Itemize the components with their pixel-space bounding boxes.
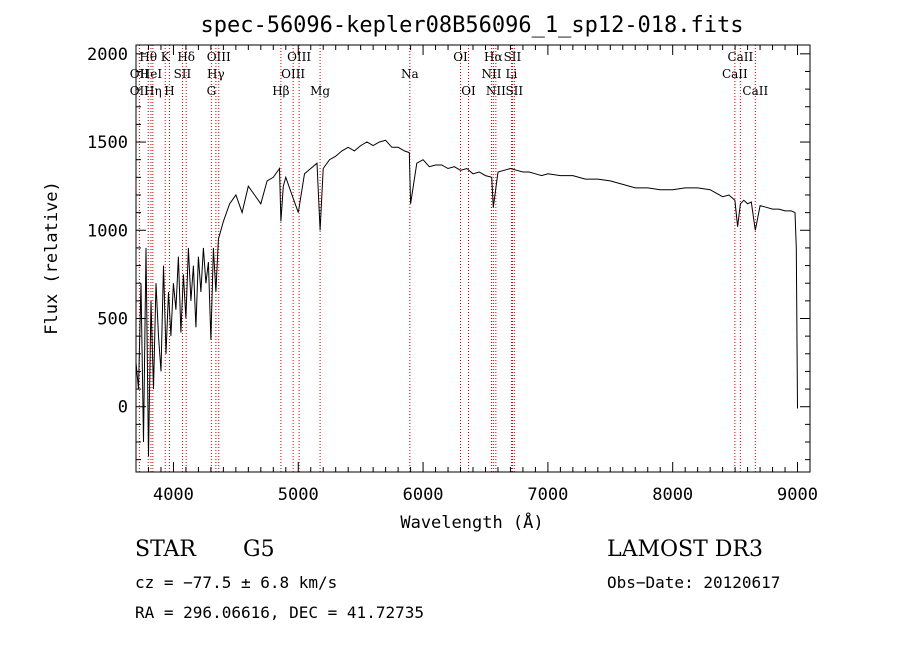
x-tick-label: 6000 (403, 485, 444, 505)
line-marker-label: NII (481, 67, 501, 81)
coordinates: RA = 296.06616, DEC = 41.72735 (135, 603, 424, 622)
line-marker-label: Hδ (177, 50, 195, 64)
line-marker-label: SII (504, 50, 522, 64)
y-axis-label: Flux (relative) (42, 181, 62, 335)
line-marker-label: NII (486, 84, 506, 98)
y-tick-label: 1500 (87, 133, 128, 153)
line-marker-label: OII (130, 84, 150, 98)
line-marker-label: Hα (484, 50, 503, 64)
redshift-text: cz = −77.5 ± 6.8 km/s (135, 573, 338, 592)
line-marker-label: HeI (140, 67, 163, 81)
survey-name: LAMOST DR3 (607, 537, 763, 562)
line-marker-label: Li (506, 67, 518, 81)
plot-frame (135, 44, 811, 473)
line-marker-label: CaII (727, 50, 753, 64)
obs-date: Obs−Date: 20120617 (607, 573, 781, 592)
x-axis-label: Wavelength (Å) (400, 511, 543, 533)
y-tick-label: 0 (118, 398, 128, 418)
x-tick-label: 5000 (278, 485, 319, 505)
object-class: STAR (135, 537, 196, 562)
chart-title: spec-56096-kepler08B56096_1_sp12-018.fit… (200, 13, 743, 38)
y-axis-ticks: 0 500 1000 1500 2000 (87, 45, 810, 461)
line-marker-label: OII (130, 67, 150, 81)
line-marker-label: OI (461, 84, 476, 98)
line-marker-label: OIII (281, 67, 305, 81)
line-marker-label: Na (401, 67, 419, 81)
line-marker-label: OIII (287, 50, 311, 64)
y-tick-label: 2000 (87, 45, 128, 65)
line-marker-label: SII (174, 67, 192, 81)
line-marker-label: H (164, 84, 174, 98)
line-marker-label: Hβ (272, 84, 289, 98)
x-tick-label: 7000 (527, 485, 568, 505)
line-marker-label: Hη (144, 84, 162, 98)
line-markers (138, 45, 756, 472)
spectrum-line (135, 139, 798, 457)
y-tick-label: 1000 (87, 221, 128, 241)
line-marker-label: K (161, 50, 171, 64)
line-marker-label: CaII (722, 67, 748, 81)
line-marker-label: Hγ (207, 67, 225, 81)
line-marker-label: G (207, 84, 217, 98)
line-marker-label: CaII (742, 84, 768, 98)
line-marker-label: OI (453, 50, 468, 64)
y-tick-label: 500 (97, 309, 128, 329)
x-axis-ticks: 4000 5000 6000 7000 8000 9000 (135, 45, 818, 505)
subclass: G5 (243, 537, 275, 562)
line-marker-label: Mg (310, 84, 330, 98)
line-marker-label: OIII (207, 50, 231, 64)
x-tick-label: 8000 (652, 485, 693, 505)
line-marker-labels: OIIOIIHθHeIHηKHSIIHδGHγOIIIHβOIIIOIIIMgN… (130, 50, 769, 98)
line-marker-label: SII (505, 84, 523, 98)
line-marker-label: Hθ (139, 50, 157, 64)
x-tick-label: 4000 (153, 485, 194, 505)
x-tick-label: 9000 (777, 485, 818, 505)
